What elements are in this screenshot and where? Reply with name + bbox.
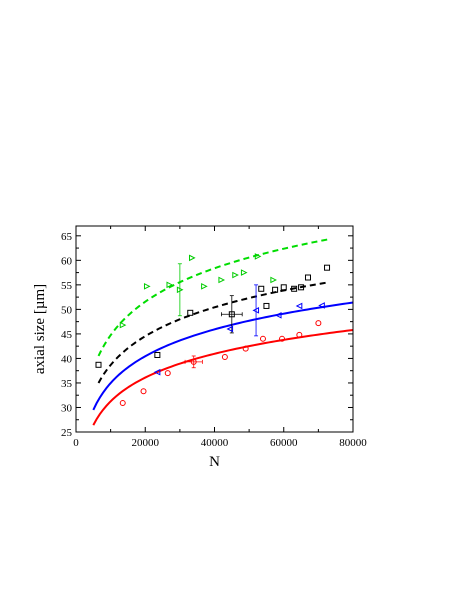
data-point-triangle-right — [254, 253, 262, 260]
data-point-triangle-right — [218, 276, 226, 284]
y-tick-label: 50 — [61, 304, 73, 316]
x-axis-label: N — [209, 454, 220, 470]
data-point-triangle-left — [252, 307, 260, 314]
data-point-circle — [242, 345, 249, 352]
data-point-square — [291, 285, 298, 292]
data-point-triangle-right — [119, 321, 127, 329]
data-point-triangle-right — [201, 283, 208, 290]
x-tick-label: 0 — [73, 437, 79, 449]
data-point-circle — [279, 335, 286, 342]
y-axis-label: axial size [µm] — [32, 284, 48, 374]
data-point-triangle-left — [295, 302, 303, 310]
x-tick-label: 60000 — [270, 437, 298, 449]
y-tick-label: 45 — [61, 329, 73, 341]
data-point-circle — [140, 388, 147, 395]
fit-curve — [92, 328, 354, 426]
x-tick-label: 20000 — [132, 437, 160, 449]
y-tick-label: 30 — [61, 402, 73, 414]
data-point-triangle-right — [270, 276, 277, 284]
fit-curve — [92, 301, 354, 411]
fit-curves — [92, 238, 354, 426]
data-point-triangle-right — [240, 269, 248, 276]
data-point-square — [280, 284, 287, 291]
data-point-square — [228, 311, 235, 318]
data-point-square — [263, 302, 270, 309]
data-point-square — [324, 264, 331, 271]
y-tick-label: 25 — [61, 427, 73, 439]
fit-curve — [97, 238, 329, 357]
data-points — [95, 253, 331, 407]
y-tick-label: 40 — [61, 353, 73, 365]
data-point-circle — [315, 320, 322, 327]
data-point-triangle-right — [188, 254, 196, 262]
data-point-triangle-left — [153, 368, 161, 376]
data-point-triangle-right — [166, 281, 174, 289]
data-point-triangle-right — [143, 283, 151, 290]
y-tick-label: 60 — [61, 255, 73, 267]
fit-curve — [97, 281, 329, 384]
axis-ticks: 0 20000 40000 60000 80000 25 30 35 40 45 50 55 60 65 — [61, 226, 367, 449]
data-point-circle — [119, 400, 126, 407]
data-point-triangle-right — [176, 286, 184, 294]
data-point-circle — [221, 353, 228, 360]
data-point-square — [304, 274, 311, 281]
data-point-triangle-left — [274, 311, 282, 319]
y-tick-label: 55 — [61, 280, 73, 292]
data-point-circle — [259, 335, 266, 342]
data-point-triangle-left — [318, 302, 325, 309]
data-point-square — [154, 351, 161, 358]
x-tick-label: 80000 — [339, 437, 367, 449]
x-tick-label: 40000 — [201, 437, 229, 449]
data-point-circle — [190, 358, 197, 365]
data-point-square — [272, 286, 279, 293]
data-point-circle — [164, 370, 171, 377]
y-tick-label: 35 — [61, 378, 73, 390]
data-point-square — [298, 284, 305, 291]
data-point-circle — [296, 331, 303, 338]
data-point-square — [187, 309, 194, 316]
data-point-square — [258, 285, 265, 292]
data-point-triangle-right — [232, 271, 239, 279]
y-tick-label: 65 — [61, 231, 73, 243]
data-point-square — [95, 361, 102, 368]
data-point-triangle-left — [226, 325, 234, 333]
